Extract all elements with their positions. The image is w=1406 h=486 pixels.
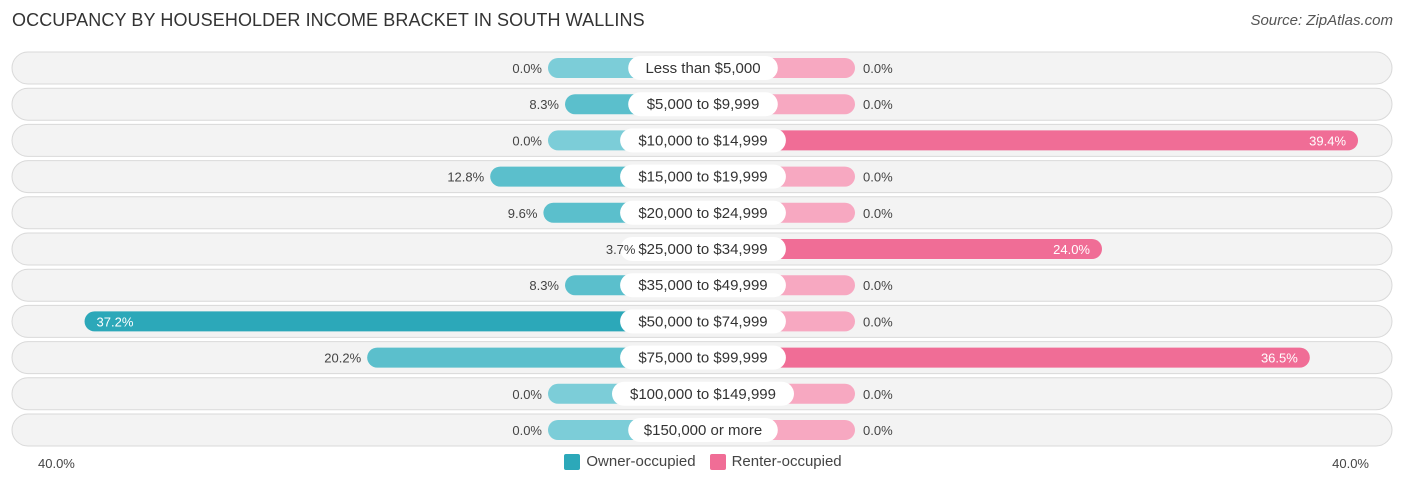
category-label-pill — [620, 200, 786, 225]
renter-value-label: 0.0% — [863, 97, 893, 112]
category-label-pill — [620, 345, 786, 370]
category-label-pill — [628, 56, 778, 80]
category-label: $50,000 to $74,999 — [638, 313, 767, 330]
category-label-pill — [628, 418, 778, 442]
owner-value-label: 0.0% — [512, 133, 542, 148]
renter-bar — [703, 347, 1310, 368]
category-label: $75,000 to $99,999 — [638, 350, 767, 367]
owner-value-label: 0.0% — [512, 423, 542, 438]
legend-label-renter: Renter-occupied — [731, 453, 842, 470]
category-label: $15,000 to $19,999 — [638, 169, 767, 186]
renter-value-label: 0.0% — [863, 387, 893, 402]
category-label: $25,000 to $34,999 — [638, 241, 767, 258]
legend-item-renter: Renter-occupied — [709, 453, 842, 470]
category-label-pill — [628, 92, 778, 117]
legend-item-owner: Owner-occupied — [564, 453, 696, 470]
owner-value-label: 8.3% — [529, 97, 559, 112]
owner-value-label: 12.8% — [447, 170, 484, 185]
category-label: $100,000 to $149,999 — [630, 386, 776, 403]
chart-title: OCCUPANCY BY HOUSEHOLDER INCOME BRACKET … — [12, 10, 645, 30]
category-label: $10,000 to $14,999 — [638, 132, 767, 149]
renter-value-label: 0.0% — [863, 423, 893, 438]
category-label: $150,000 or more — [644, 422, 762, 439]
category-label: Less than $5,000 — [645, 60, 760, 77]
renter-value-label: 36.5% — [1261, 351, 1298, 366]
owner-value-label: 3.7% — [606, 242, 636, 257]
category-label-pill — [620, 128, 786, 153]
renter-value-label: 0.0% — [863, 206, 893, 221]
renter-value-label: 0.0% — [863, 278, 893, 293]
category-label: $35,000 to $49,999 — [638, 277, 767, 294]
owner-value-label: 0.0% — [512, 61, 542, 76]
renter-value-label: 0.0% — [863, 61, 893, 76]
category-label: $5,000 to $9,999 — [647, 96, 760, 113]
legend-swatch-owner — [564, 453, 581, 470]
legend-label-owner: Owner-occupied — [586, 453, 696, 470]
renter-value-label: 39.4% — [1309, 133, 1346, 148]
axis-label-right: 40.0% — [1332, 456, 1369, 471]
renter-value-label: 0.0% — [863, 314, 893, 329]
category-label: $20,000 to $24,999 — [638, 205, 767, 222]
renter-bar — [703, 239, 1102, 259]
renter-value-label: 24.0% — [1053, 242, 1090, 257]
owner-value-label: 20.2% — [324, 351, 361, 366]
axis-label-left: 40.0% — [38, 456, 75, 471]
owner-value-label: 37.2% — [97, 314, 134, 329]
category-label-pill — [620, 273, 786, 298]
owner-bar — [367, 347, 703, 368]
renter-value-label: 0.0% — [863, 170, 893, 185]
owner-bar — [84, 311, 704, 332]
owner-value-label: 0.0% — [512, 387, 542, 402]
category-label-pill — [620, 309, 786, 334]
category-label-pill — [620, 237, 786, 261]
category-label-pill — [620, 164, 786, 189]
owner-value-label: 8.3% — [529, 278, 559, 293]
owner-value-label: 9.6% — [508, 206, 538, 221]
renter-bar — [703, 130, 1359, 151]
legend-swatch-renter — [709, 453, 726, 470]
legend: Owner-occupied Renter-occupied — [0, 453, 1406, 470]
category-label-pill — [612, 381, 794, 406]
source-credit: Source: ZipAtlas.com — [1250, 12, 1393, 29]
